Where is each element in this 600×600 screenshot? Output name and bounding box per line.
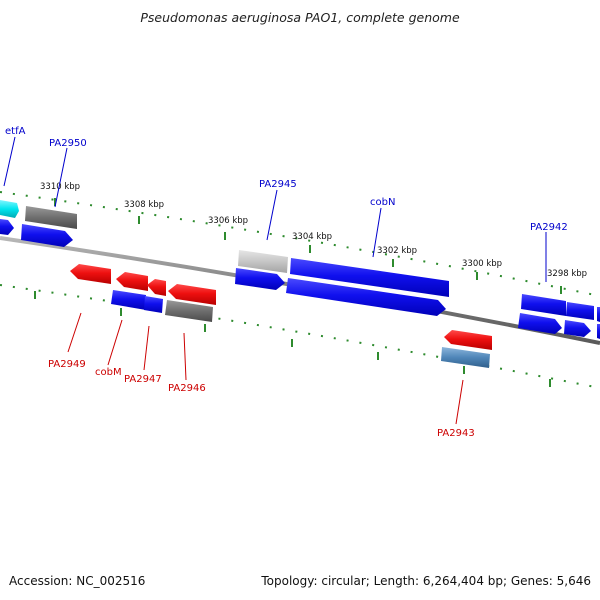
label-etfA[interactable]: etfA xyxy=(5,126,26,137)
genome-summary-text: Topology: circular; Length: 6,264,404 bp… xyxy=(261,574,591,588)
scale-label-3306: 3306 kbp xyxy=(208,216,248,226)
bottom-gene-labels: PA2949 cobM PA2947 PA2946 PA2943 xyxy=(48,359,475,439)
label-PA2942[interactable]: PA2942 xyxy=(530,222,568,233)
gene-PA2950-inner[interactable] xyxy=(21,224,73,247)
label-PA2950[interactable]: PA2950 xyxy=(49,138,87,149)
bottom-label-connectors xyxy=(67,312,464,425)
inner-tick-row xyxy=(0,284,600,389)
gene-PA2942-outer-b[interactable] xyxy=(566,302,594,320)
label-cobM[interactable]: cobM xyxy=(95,367,122,378)
scale-label-3304: 3304 kbp xyxy=(292,232,332,242)
gene-PA2945-outer[interactable] xyxy=(238,250,288,273)
label-PA2949[interactable]: PA2949 xyxy=(48,359,86,370)
scale-labels: 3310 kbp 3308 kbp 3306 kbp 3304 kbp 3302… xyxy=(40,182,587,279)
accession-text: Accession: NC_002516 xyxy=(9,574,146,588)
map-title: Pseudomonas aeruginosa PAO1, complete ge… xyxy=(140,10,460,25)
gene-PA2949[interactable] xyxy=(70,264,111,284)
top-label-connectors xyxy=(3,136,547,282)
scale-label-3308: 3308 kbp xyxy=(124,200,164,210)
gene-PA2943-red[interactable] xyxy=(444,330,492,350)
gene-PA2947-red[interactable] xyxy=(147,279,166,296)
gene-cobN-inner[interactable] xyxy=(286,278,446,316)
gene-PA2945-inner[interactable] xyxy=(235,268,285,290)
gene-cobN-outer[interactable] xyxy=(290,258,449,297)
plus-strand-outer-track xyxy=(0,200,600,322)
top-gene-labels: etfA PA2950 PA2945 cobN PA2942 xyxy=(5,126,568,233)
major-ticks xyxy=(34,198,562,387)
gene-PA2950-outer[interactable] xyxy=(25,206,77,229)
gene-PA2943-steel[interactable] xyxy=(441,347,490,368)
label-PA2946[interactable]: PA2946 xyxy=(168,383,206,394)
scale-label-3298: 3298 kbp xyxy=(547,269,587,279)
gene-PA2942-inner-a[interactable] xyxy=(518,313,562,334)
gene-cobM[interactable] xyxy=(116,272,148,291)
gene-PA2946-gray[interactable] xyxy=(165,300,213,322)
gene-edge-outer[interactable] xyxy=(597,307,600,322)
scale-label-3300: 3300 kbp xyxy=(462,259,502,269)
label-PA2943[interactable]: PA2943 xyxy=(437,428,475,439)
scale-label-3310: 3310 kbp xyxy=(40,182,80,192)
label-cobN[interactable]: cobN xyxy=(370,197,395,208)
gene-left-edge-inner[interactable] xyxy=(0,219,14,235)
gene-PA2947-blue-b[interactable] xyxy=(144,296,163,313)
gene-PA2947-blue-a[interactable] xyxy=(111,290,146,310)
gene-etfA[interactable] xyxy=(0,200,19,218)
scale-label-3302: 3302 kbp xyxy=(377,246,417,256)
gene-PA2946-red[interactable] xyxy=(168,284,216,305)
plus-strand-inner-track xyxy=(0,219,600,339)
minus-strand-inner-track xyxy=(70,264,492,350)
label-PA2945[interactable]: PA2945 xyxy=(259,179,297,190)
label-PA2947[interactable]: PA2947 xyxy=(124,374,162,385)
gene-PA2942-inner-b[interactable] xyxy=(564,320,591,337)
minus-strand-outer-track xyxy=(111,290,490,368)
gene-PA2942-outer-a[interactable] xyxy=(521,294,566,316)
gene-right-edge-inner[interactable] xyxy=(597,324,600,339)
